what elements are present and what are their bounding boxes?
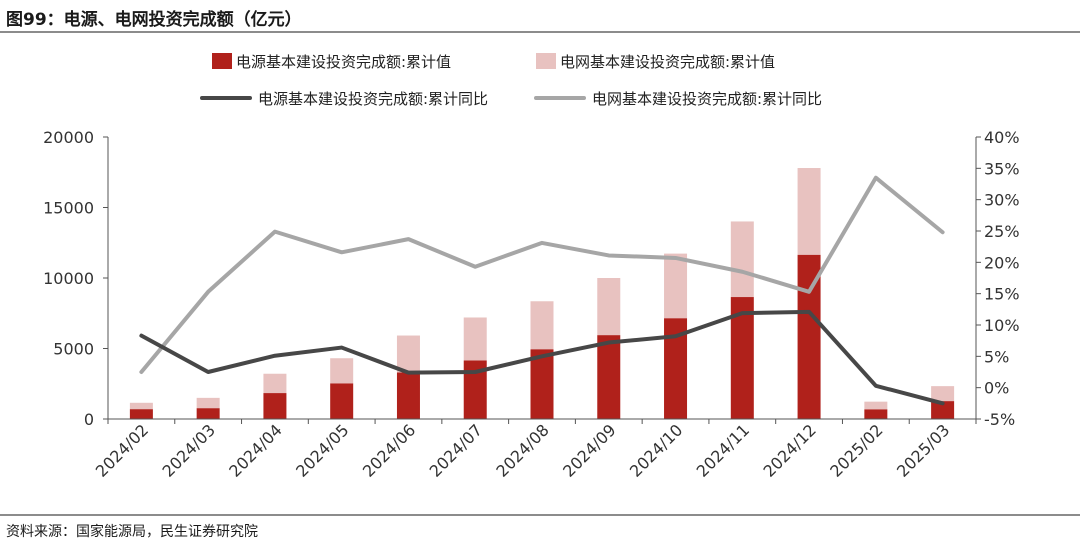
y-right-tick-label: 20% (984, 253, 1020, 272)
x-tick-label: 2024/12 (759, 420, 819, 480)
legend-label-1: 电网基本建设投资完成额:累计值 (560, 53, 775, 71)
x-tick-label: 2024/10 (626, 420, 686, 480)
y-right-tick-label: 5% (984, 347, 1009, 366)
bar-grid-2024/10 (664, 253, 688, 319)
bar-grid-2025/02 (864, 401, 888, 410)
y-left-tick-label: 10000 (43, 269, 94, 288)
bar-grid-2025/03 (931, 386, 955, 402)
legend-label-3: 电网基本建设投资完成额:累计同比 (592, 90, 822, 108)
bar-power-2024/04 (263, 393, 287, 419)
bar-grid-2024/09 (597, 278, 621, 336)
line-grid-yoy (139, 175, 945, 374)
y-right-tick-label: -5% (984, 410, 1015, 429)
x-tick-label: 2024/06 (359, 420, 419, 480)
y-left-tick-label: 15000 (43, 199, 94, 218)
y-left-tick-label: 20000 (43, 128, 94, 147)
bar-power-2024/02 (129, 409, 153, 419)
bar-grid-2024/03 (196, 397, 220, 409)
x-tick-label: 2024/05 (292, 420, 352, 480)
legend-label-0: 电源基本建设投资完成额:累计值 (236, 53, 451, 71)
bar-grid-2024/04 (263, 373, 287, 394)
bar-grid-2024/12 (797, 168, 821, 255)
chart-legend: 电源基本建设投资完成额:累计值 电网基本建设投资完成额:累计值电源基本建设投资完成… (200, 53, 822, 108)
y-right-tick-label: 10% (984, 316, 1020, 335)
y-right-tick-label: 25% (984, 222, 1020, 241)
bar-grid-2024/11 (730, 221, 754, 298)
legend-label-2: 电源基本建设投资完成额:累计同比 (258, 90, 488, 108)
line-power-yoy (139, 309, 945, 406)
bar-power-2024/08 (530, 349, 554, 419)
figure-title: 图99：电源、电网投资完成额（亿元） (6, 10, 302, 30)
x-tick-label: 2025/02 (826, 420, 886, 480)
x-tick-label: 2024/08 (492, 420, 552, 480)
y-right-tick-label: 40% (984, 128, 1020, 147)
bar-power-2024/09 (597, 335, 621, 419)
y-right-tick-label: 30% (984, 191, 1020, 210)
x-tick-label: 2024/04 (225, 420, 285, 480)
x-tick-label: 2024/02 (92, 420, 152, 480)
y-right-tick-label: 35% (984, 159, 1020, 178)
source-divider (0, 514, 1080, 516)
bar-power-2024/05 (330, 383, 354, 419)
y-left-tick-label: 5000 (53, 340, 94, 359)
x-tick-label: 2024/07 (426, 420, 486, 480)
bar-power-2025/02 (864, 409, 888, 419)
bar-grid-2024/06 (396, 335, 420, 373)
bar-power-2024/10 (664, 318, 688, 419)
bar-grid-2024/05 (330, 358, 354, 384)
legend-swatch-1 (536, 53, 556, 69)
source-note: 资料来源：国家能源局，民生证券研究院 (6, 524, 258, 540)
x-tick-label: 2024/03 (159, 420, 219, 480)
line-series (139, 175, 945, 406)
bar-power-2025/03 (931, 401, 955, 419)
bar-grid-2024/08 (530, 301, 554, 350)
legend-swatch-0 (212, 53, 232, 69)
x-tick-label: 2024/11 (693, 420, 753, 480)
y-right-tick-label: 15% (984, 285, 1020, 304)
bar-grid-2024/07 (463, 317, 487, 361)
bar-power-2024/07 (463, 360, 487, 419)
bar-power-2024/11 (730, 297, 754, 419)
bar-power-2024/12 (797, 254, 821, 419)
bar-series (129, 168, 955, 419)
y-right-tick-label: 0% (984, 379, 1009, 398)
bar-power-2024/06 (396, 372, 420, 419)
bar-grid-2024/02 (129, 402, 153, 410)
x-tick-label: 2024/09 (559, 420, 619, 480)
title-divider (0, 31, 1080, 33)
x-tick-label: 2025/03 (893, 420, 953, 480)
y-left-tick-label: 0 (84, 410, 94, 429)
bar-power-2024/03 (196, 408, 220, 419)
